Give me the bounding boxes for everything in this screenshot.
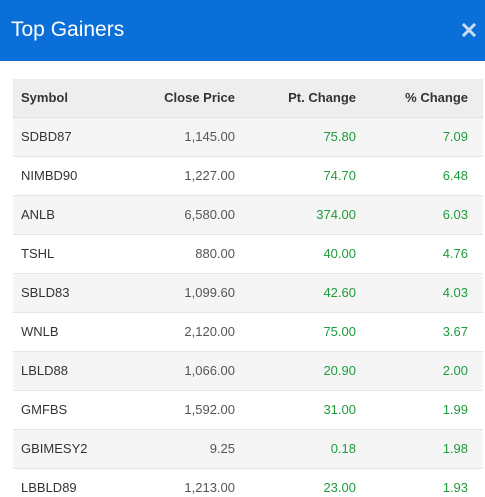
cell-spacer: [468, 156, 483, 196]
cell-pct-change: 4.03: [356, 273, 468, 313]
cell-close-price: 880.00: [125, 234, 235, 274]
column-header-symbol[interactable]: Symbol: [13, 79, 125, 118]
table-header-row: Symbol Close Price Pt. Change % Change: [13, 79, 483, 118]
column-header-pt-change[interactable]: Pt. Change: [235, 79, 356, 118]
cell-close-price: 2,120.00: [125, 312, 235, 352]
table-row[interactable]: GBIMESY2 9.25 0.18 1.98: [13, 429, 483, 469]
cell-pt-change: 374.00: [235, 195, 356, 235]
cell-pct-change: 6.03: [356, 195, 468, 235]
cell-pct-change: 7.09: [356, 117, 468, 157]
close-icon[interactable]: [462, 23, 476, 37]
cell-close-price: 6,580.00: [125, 195, 235, 235]
cell-symbol[interactable]: ANLB: [13, 195, 125, 235]
cell-symbol[interactable]: LBLD88: [13, 351, 125, 391]
cell-symbol[interactable]: SDBD87: [13, 117, 125, 157]
table-row[interactable]: ANLB 6,580.00 374.00 6.03: [13, 195, 483, 235]
table-row[interactable]: GMFBS 1,592.00 31.00 1.99: [13, 390, 483, 430]
modal-header: Top Gainers: [0, 0, 485, 61]
gainers-table-container: Symbol Close Price Pt. Change % Change S…: [13, 79, 483, 497]
cell-symbol[interactable]: LBBLD89: [13, 468, 125, 497]
table-row[interactable]: TSHL 880.00 40.00 4.76: [13, 234, 483, 274]
column-header-close-price[interactable]: Close Price: [125, 79, 235, 118]
cell-symbol[interactable]: WNLB: [13, 312, 125, 352]
cell-close-price: 9.25: [125, 429, 235, 469]
column-header-pct-change[interactable]: % Change: [356, 79, 468, 118]
cell-symbol[interactable]: GMFBS: [13, 390, 125, 430]
cell-close-price: 1,592.00: [125, 390, 235, 430]
cell-pct-change: 1.99: [356, 390, 468, 430]
cell-pt-change: 75.00: [235, 312, 356, 352]
cell-symbol[interactable]: GBIMESY2: [13, 429, 125, 469]
table-row[interactable]: NIMBD90 1,227.00 74.70 6.48: [13, 156, 483, 196]
cell-spacer: [468, 468, 483, 497]
cell-spacer: [468, 351, 483, 391]
cell-symbol[interactable]: SBLD83: [13, 273, 125, 313]
gainers-table: Symbol Close Price Pt. Change % Change S…: [13, 79, 483, 497]
cell-pct-change: 1.93: [356, 468, 468, 497]
cell-spacer: [468, 390, 483, 430]
cell-spacer: [468, 273, 483, 313]
cell-symbol[interactable]: TSHL: [13, 234, 125, 274]
cell-pt-change: 23.00: [235, 468, 356, 497]
cell-spacer: [468, 234, 483, 274]
table-row[interactable]: SBLD83 1,099.60 42.60 4.03: [13, 273, 483, 313]
close-button[interactable]: [459, 20, 479, 40]
cell-close-price: 1,145.00: [125, 117, 235, 157]
cell-spacer: [468, 429, 483, 469]
table-row[interactable]: WNLB 2,120.00 75.00 3.67: [13, 312, 483, 352]
cell-close-price: 1,227.00: [125, 156, 235, 196]
cell-close-price: 1,213.00: [125, 468, 235, 497]
cell-close-price: 1,099.60: [125, 273, 235, 313]
cell-pt-change: 75.80: [235, 117, 356, 157]
table-body: SDBD87 1,145.00 75.80 7.09 NIMBD90 1,227.00 74…: [13, 117, 483, 497]
cell-spacer: [468, 312, 483, 352]
cell-close-price: 1,066.00: [125, 351, 235, 391]
cell-pct-change: 2.00: [356, 351, 468, 391]
cell-pct-change: 4.76: [356, 234, 468, 274]
cell-pt-change: 40.00: [235, 234, 356, 274]
modal-title: Top Gainers: [11, 18, 125, 41]
cell-pct-change: 3.67: [356, 312, 468, 352]
cell-pt-change: 0.18: [235, 429, 356, 469]
cell-pt-change: 74.70: [235, 156, 356, 196]
cell-pct-change: 6.48: [356, 156, 468, 196]
cell-spacer: [468, 195, 483, 235]
cell-pt-change: 20.90: [235, 351, 356, 391]
cell-symbol[interactable]: NIMBD90: [13, 156, 125, 196]
table-row[interactable]: LBLD88 1,066.00 20.90 2.00: [13, 351, 483, 391]
cell-spacer: [468, 117, 483, 157]
cell-pt-change: 31.00: [235, 390, 356, 430]
cell-pct-change: 1.98: [356, 429, 468, 469]
table-row[interactable]: LBBLD89 1,213.00 23.00 1.93: [13, 468, 483, 497]
cell-pt-change: 42.60: [235, 273, 356, 313]
table-row[interactable]: SDBD87 1,145.00 75.80 7.09: [13, 117, 483, 157]
column-header-spacer: [468, 79, 483, 118]
